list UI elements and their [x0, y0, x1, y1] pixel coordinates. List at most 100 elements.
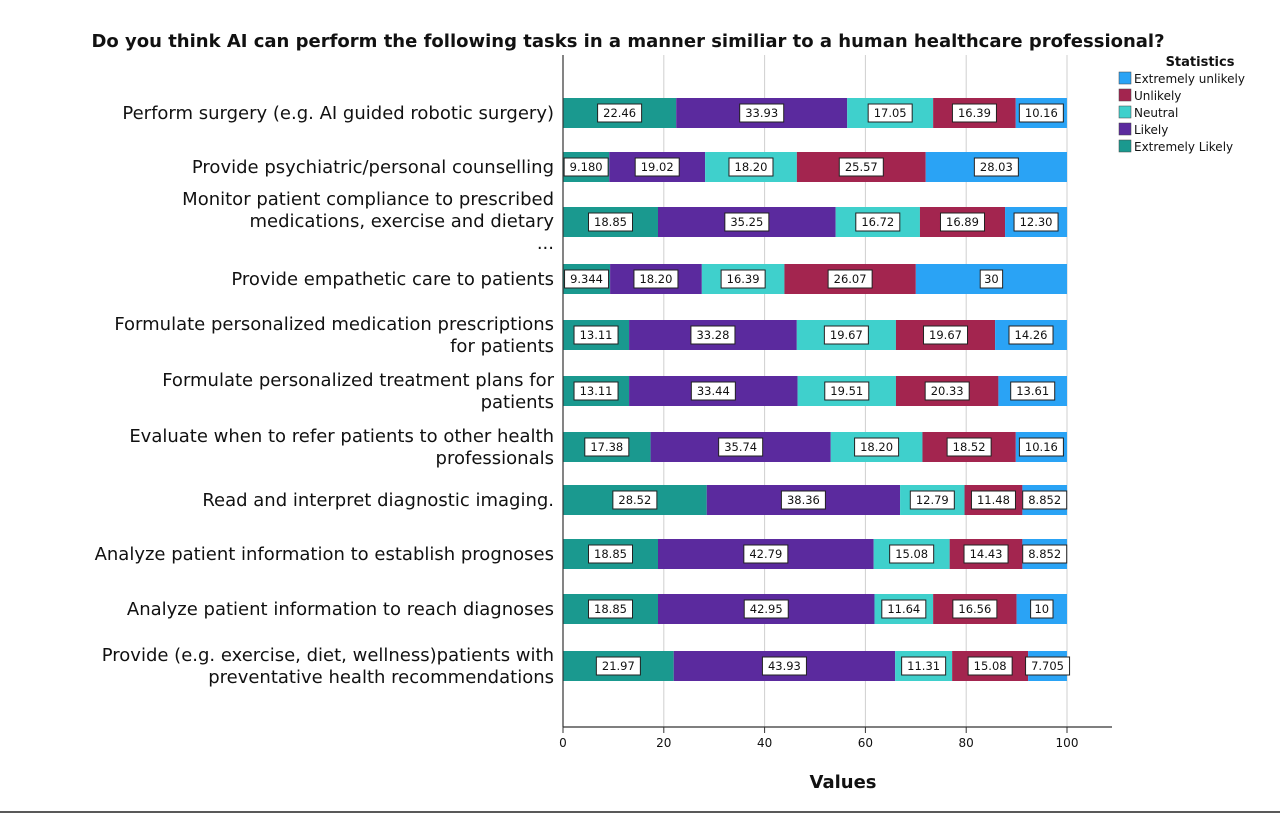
legend: Statistics Extremely unlikely Unlikely Neut… — [1118, 55, 1245, 154]
legend-item: Unlikely — [1118, 88, 1181, 103]
svg-text:11.48: 11.48 — [977, 493, 1010, 507]
svg-text:33.44: 33.44 — [697, 384, 730, 398]
data-label: 19.67 — [923, 325, 969, 345]
svg-text:16.89: 16.89 — [946, 215, 979, 229]
data-label: 16.39 — [720, 269, 766, 289]
category-labels: Perform surgery (e.g. AI guided robotic … — [95, 103, 555, 688]
data-label: 19.51 — [824, 381, 870, 401]
svg-text:10.16: 10.16 — [1025, 106, 1058, 120]
data-label: 8.852 — [1022, 490, 1068, 510]
data-label: 42.79 — [743, 544, 789, 564]
x-tick-labels: 0 20 40 60 80 100 — [559, 736, 1078, 750]
data-label: 18.20 — [854, 437, 900, 457]
svg-text:7.705: 7.705 — [1031, 659, 1064, 673]
svg-text:28.52: 28.52 — [618, 493, 651, 507]
svg-text:18.20: 18.20 — [735, 160, 768, 174]
svg-text:18.85: 18.85 — [594, 215, 627, 229]
svg-text:30: 30 — [984, 272, 999, 286]
category-label: Read and interpret diagnostic imaging. — [202, 490, 554, 511]
data-label: 25.57 — [838, 157, 884, 177]
svg-text:Neutral: Neutral — [1134, 106, 1178, 120]
data-label: 30 — [979, 269, 1004, 289]
x-tick-label: 60 — [858, 736, 873, 750]
data-label: 10 — [1030, 599, 1054, 619]
svg-text:42.95: 42.95 — [750, 602, 783, 616]
svg-text:18.52: 18.52 — [953, 440, 986, 454]
svg-text:9.344: 9.344 — [570, 272, 603, 286]
x-tick-label: 100 — [1056, 736, 1079, 750]
svg-text:Unlikely: Unlikely — [1134, 89, 1181, 103]
data-label: 7.705 — [1025, 656, 1071, 676]
data-label: 42.95 — [743, 599, 789, 619]
svg-text:19.51: 19.51 — [830, 384, 863, 398]
svg-text:12.79: 12.79 — [916, 493, 949, 507]
legend-item: Extremely Likely — [1118, 139, 1233, 154]
data-label: 17.05 — [867, 103, 913, 123]
data-label: 18.85 — [588, 544, 634, 564]
svg-text:22.46: 22.46 — [603, 106, 636, 120]
data-label: 16.72 — [855, 212, 901, 232]
data-label: 13.11 — [573, 325, 619, 345]
category-label: Provide empathetic care to patients — [231, 269, 554, 290]
svg-text:Likely: Likely — [1134, 123, 1168, 137]
data-label: 11.31 — [901, 656, 947, 676]
data-label: 18.85 — [588, 212, 634, 232]
svg-text:19.67: 19.67 — [830, 328, 863, 342]
svg-text:19.02: 19.02 — [641, 160, 674, 174]
data-labels: 22.46 33.93 17.05 16.39 10.16 9.180 19.02 18.20… — [563, 103, 1071, 676]
data-label: 11.48 — [970, 490, 1016, 510]
data-label: 17.38 — [584, 437, 630, 457]
data-label: 8.852 — [1022, 544, 1068, 564]
category-label: Perform surgery (e.g. AI guided robotic … — [122, 103, 554, 124]
svg-text:13.61: 13.61 — [1016, 384, 1049, 398]
data-label: 16.89 — [939, 212, 985, 232]
svg-text:16.39: 16.39 — [727, 272, 760, 286]
svg-text:10: 10 — [1034, 602, 1049, 616]
svg-text:16.39: 16.39 — [958, 106, 991, 120]
data-label: 10.16 — [1018, 103, 1064, 123]
svg-text:28.03: 28.03 — [980, 160, 1013, 174]
x-tick-label: 0 — [559, 736, 567, 750]
category-label: Monitor patient compliance to prescribed… — [182, 189, 554, 254]
svg-text:Extremely unlikely: Extremely unlikely — [1134, 72, 1245, 86]
data-label: 18.20 — [633, 269, 679, 289]
x-axis-label: Values — [810, 772, 877, 793]
data-label: 28.03 — [973, 157, 1019, 177]
svg-text:35.25: 35.25 — [730, 215, 763, 229]
svg-text:17.05: 17.05 — [874, 106, 907, 120]
bars — [563, 98, 1068, 681]
svg-text:20.33: 20.33 — [931, 384, 964, 398]
svg-text:11.64: 11.64 — [887, 602, 920, 616]
svg-text:11.31: 11.31 — [907, 659, 940, 673]
axes — [562, 55, 1112, 733]
svg-text:38.36: 38.36 — [787, 493, 820, 507]
data-label: 9.180 — [563, 157, 609, 177]
data-label: 35.25 — [724, 212, 770, 232]
category-label: Provide (e.g. exercise, diet, wellness)p… — [102, 645, 554, 688]
data-label: 43.93 — [761, 656, 807, 676]
data-label: 16.39 — [951, 103, 997, 123]
data-label: 18.20 — [728, 157, 774, 177]
data-label: 9.344 — [564, 269, 610, 289]
category-label: Provide psychiatric/personal counselling — [192, 157, 554, 178]
svg-text:17.38: 17.38 — [590, 440, 623, 454]
svg-text:15.08: 15.08 — [895, 547, 928, 561]
chart-title: Do you think AI can perform the followin… — [91, 31, 1164, 52]
data-label: 15.08 — [889, 544, 935, 564]
svg-text:19.67: 19.67 — [929, 328, 962, 342]
data-label: 15.08 — [967, 656, 1013, 676]
data-label: 12.30 — [1013, 212, 1059, 232]
svg-text:16.56: 16.56 — [958, 602, 991, 616]
svg-text:33.28: 33.28 — [696, 328, 729, 342]
data-label: 26.07 — [827, 269, 873, 289]
svg-text:43.93: 43.93 — [768, 659, 801, 673]
data-label: 13.11 — [573, 381, 619, 401]
category-label: Formulate personalized medication prescr… — [114, 314, 554, 357]
svg-text:21.97: 21.97 — [602, 659, 635, 673]
svg-text:16.72: 16.72 — [861, 215, 894, 229]
data-label: 16.56 — [952, 599, 998, 619]
x-tick-label: 40 — [757, 736, 772, 750]
data-label: 19.02 — [634, 157, 680, 177]
legend-item: Extremely unlikely — [1118, 71, 1245, 86]
